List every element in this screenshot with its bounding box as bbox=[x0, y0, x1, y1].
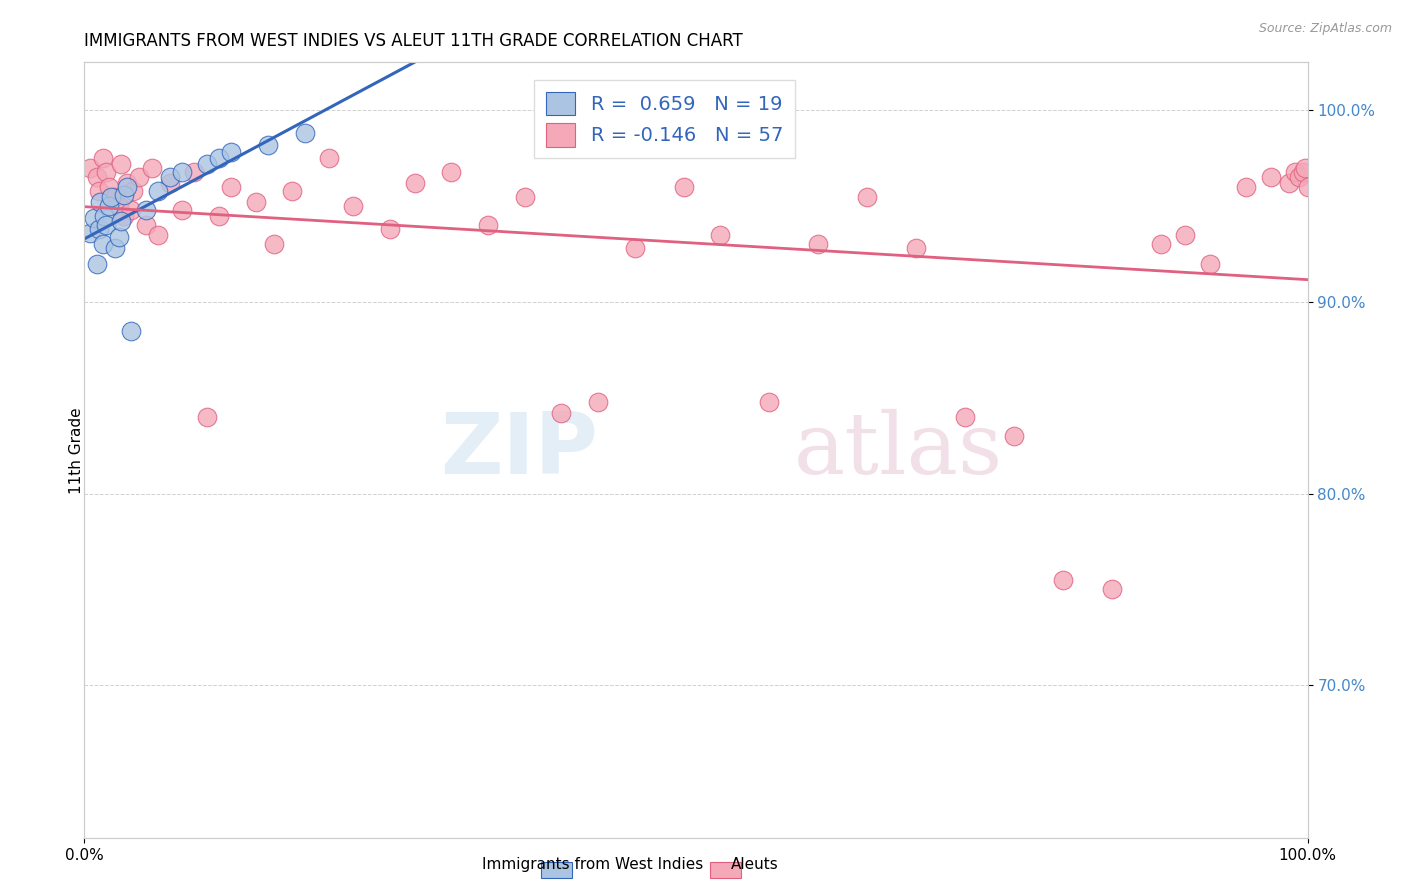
Point bbox=[104, 241, 127, 255]
Point bbox=[440, 164, 463, 178]
Point bbox=[96, 219, 118, 233]
Point bbox=[97, 199, 120, 213]
Point bbox=[141, 161, 163, 175]
Text: Aleuts: Aleuts bbox=[731, 857, 779, 872]
Point bbox=[115, 180, 138, 194]
Point bbox=[172, 202, 194, 217]
Point bbox=[1150, 237, 1173, 252]
Point bbox=[263, 237, 285, 252]
Point bbox=[1294, 161, 1316, 175]
Point bbox=[257, 137, 280, 152]
Point bbox=[709, 227, 731, 242]
Point bbox=[856, 189, 879, 203]
Point bbox=[404, 176, 426, 190]
Point bbox=[1296, 180, 1319, 194]
Point bbox=[89, 195, 111, 210]
Point bbox=[318, 151, 340, 165]
Point bbox=[1278, 176, 1301, 190]
Point bbox=[1284, 164, 1306, 178]
Point bbox=[146, 227, 169, 242]
Point bbox=[91, 237, 114, 252]
Point bbox=[1002, 429, 1025, 443]
Point bbox=[93, 209, 115, 223]
Point bbox=[208, 209, 231, 223]
Point bbox=[110, 157, 132, 171]
Point bbox=[79, 226, 101, 240]
Point bbox=[219, 180, 242, 194]
Point bbox=[1101, 582, 1123, 597]
Point bbox=[586, 394, 609, 409]
Point bbox=[1236, 180, 1258, 194]
Point bbox=[672, 180, 695, 194]
Point bbox=[1198, 257, 1220, 271]
Point bbox=[96, 164, 118, 178]
Point bbox=[1288, 170, 1310, 185]
Point bbox=[953, 409, 976, 424]
Point bbox=[83, 211, 105, 225]
Y-axis label: 11th Grade: 11th Grade bbox=[69, 407, 83, 494]
Point bbox=[1292, 164, 1315, 178]
Point bbox=[195, 409, 218, 424]
Point bbox=[195, 157, 218, 171]
Point bbox=[245, 195, 267, 210]
Point bbox=[86, 257, 108, 271]
Text: IMMIGRANTS FROM WEST INDIES VS ALEUT 11TH GRADE CORRELATION CHART: IMMIGRANTS FROM WEST INDIES VS ALEUT 11T… bbox=[84, 32, 744, 50]
Point bbox=[146, 184, 169, 198]
Point bbox=[624, 241, 647, 255]
Point bbox=[1052, 573, 1074, 587]
Point bbox=[380, 222, 402, 236]
Point bbox=[758, 394, 780, 409]
Point bbox=[100, 189, 122, 203]
Point bbox=[128, 170, 150, 185]
Legend: R =  0.659   N = 19, R = -0.146   N = 57: R = 0.659 N = 19, R = -0.146 N = 57 bbox=[534, 80, 794, 159]
Point bbox=[183, 164, 205, 178]
Point bbox=[135, 202, 157, 217]
Point bbox=[342, 199, 364, 213]
Point bbox=[1260, 170, 1282, 185]
Point bbox=[477, 219, 499, 233]
Point bbox=[208, 151, 231, 165]
Point bbox=[107, 229, 129, 244]
Point bbox=[79, 161, 101, 175]
Point bbox=[807, 237, 830, 252]
Text: Source: ZipAtlas.com: Source: ZipAtlas.com bbox=[1258, 22, 1392, 36]
Point bbox=[135, 219, 157, 233]
Point bbox=[120, 324, 142, 338]
Point bbox=[115, 176, 138, 190]
Point bbox=[87, 184, 110, 198]
Text: ZIP: ZIP bbox=[440, 409, 598, 492]
Point bbox=[159, 170, 181, 185]
Point bbox=[112, 209, 135, 223]
Point bbox=[104, 189, 127, 203]
Point bbox=[1174, 227, 1197, 242]
Point bbox=[905, 241, 928, 255]
Point bbox=[122, 184, 145, 198]
Point bbox=[219, 145, 242, 160]
Point bbox=[159, 176, 181, 190]
Point bbox=[172, 164, 194, 178]
Point bbox=[550, 406, 572, 420]
Point bbox=[107, 199, 129, 213]
Point bbox=[112, 187, 135, 202]
Point bbox=[87, 222, 110, 236]
Point bbox=[97, 180, 120, 194]
Point bbox=[120, 202, 142, 217]
Point bbox=[91, 151, 114, 165]
Text: atlas: atlas bbox=[794, 409, 1002, 492]
Point bbox=[110, 214, 132, 228]
Point bbox=[86, 170, 108, 185]
Point bbox=[281, 184, 304, 198]
Text: Immigrants from West Indies: Immigrants from West Indies bbox=[482, 857, 703, 872]
Point bbox=[513, 189, 536, 203]
Point bbox=[294, 126, 316, 140]
